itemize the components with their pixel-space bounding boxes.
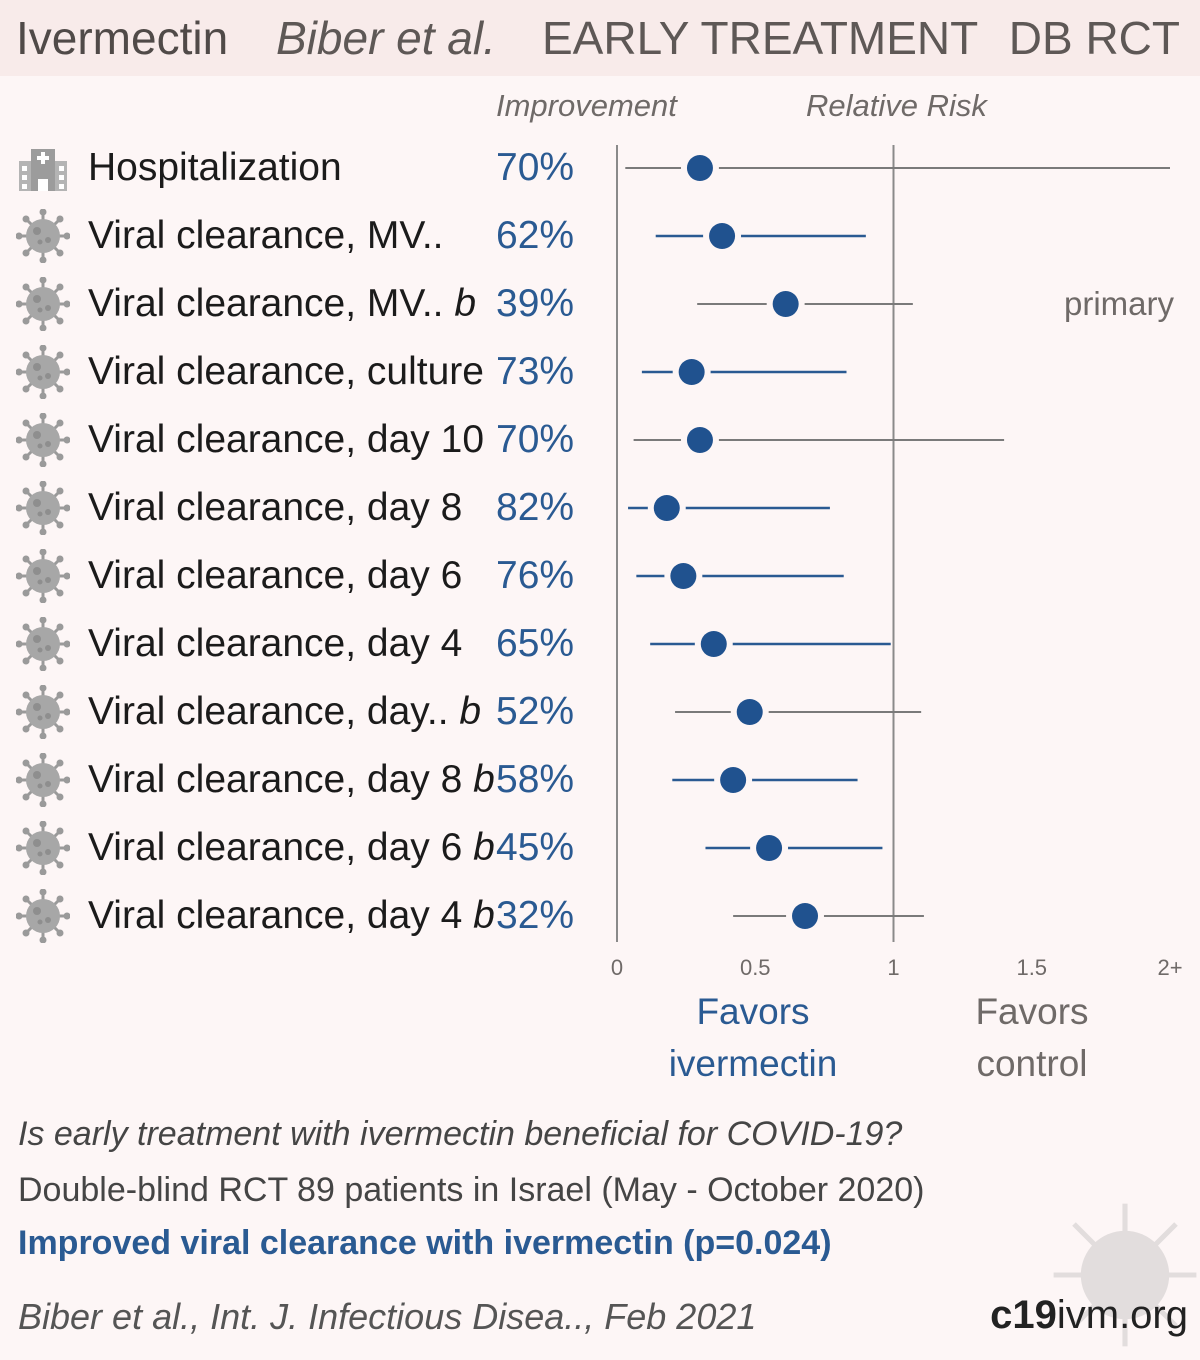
point-estimate [670, 563, 697, 589]
improvement-value: 52% [496, 690, 575, 733]
virus-icon [15, 412, 71, 468]
virus-icon [15, 820, 71, 876]
x-tick-label: 2+ [1157, 955, 1182, 980]
point-estimate [720, 767, 747, 793]
x-tick-label: 1.5 [1016, 955, 1047, 980]
study-reference: Biber et al., Int. J. Infectious Disea..… [18, 1296, 757, 1337]
outcome-label: Viral clearance, day 10 [88, 418, 485, 461]
point-estimate [709, 223, 736, 249]
virus-icon [15, 684, 71, 740]
title-author: Biber et al. [276, 12, 496, 64]
point-estimate [700, 631, 727, 657]
study-question: Is early treatment with ivermectin benef… [18, 1115, 903, 1153]
favors-control-label: Favors control [975, 991, 1089, 1084]
point-estimate [756, 835, 783, 861]
virus-watermark-icon [1053, 1203, 1197, 1347]
outcome-label: Hospitalization [88, 146, 342, 189]
virus-icon [15, 752, 71, 808]
improvement-value: 73% [496, 350, 575, 393]
improvement-value: 70% [496, 146, 575, 189]
outcome-label: Viral clearance, MV.. b [88, 282, 477, 325]
outcome-label: Viral clearance, day 6 b [88, 826, 495, 869]
x-tick-label: 0 [611, 955, 623, 980]
outcome-label: Viral clearance, culture [88, 350, 484, 393]
column-header-relative-risk: Relative Risk [806, 88, 987, 123]
improvement-value: 82% [496, 486, 575, 529]
point-estimate [792, 903, 819, 929]
point-estimate [772, 291, 799, 317]
virus-icon [15, 480, 71, 536]
study-design: Double-blind RCT 89 patients in Israel (… [18, 1171, 925, 1209]
improvement-value: 76% [496, 554, 575, 597]
point-estimate [686, 427, 713, 453]
site-brand[interactable]: c19ivm.org [990, 1293, 1188, 1337]
point-estimate [653, 495, 680, 521]
virus-icon [15, 548, 71, 604]
virus-icon [15, 888, 71, 944]
improvement-value: 65% [496, 622, 575, 665]
outcome-label: Viral clearance, day 6 [88, 554, 463, 597]
title-drug: Ivermectin [16, 12, 229, 64]
point-estimate [678, 359, 705, 385]
virus-icon [15, 208, 71, 264]
forest-plot: 0 0.5 1 1.5 2+ [611, 145, 1183, 980]
favors-ivermectin-label: Favors ivermectin [668, 991, 838, 1084]
outcome-label: Viral clearance, day 4 [88, 622, 463, 665]
x-tick-label: 1 [887, 955, 899, 980]
virus-icon [15, 344, 71, 400]
primary-outcome-note: primary [1064, 285, 1175, 322]
outcome-label: Viral clearance, day 8 b [88, 758, 495, 801]
point-estimate [686, 155, 713, 181]
improvement-value: 45% [496, 826, 575, 869]
virus-icon [15, 616, 71, 672]
outcome-label: Viral clearance, day 8 [88, 486, 463, 529]
virus-icon [15, 276, 71, 332]
improvement-value: 32% [496, 894, 575, 937]
point-estimate [736, 699, 763, 725]
outcome-label: Viral clearance, MV.. [88, 214, 444, 257]
x-tick-label: 0.5 [740, 955, 771, 980]
title-bar: Ivermectin Biber et al. EARLY TREATMENT … [0, 0, 1200, 76]
improvement-value: 70% [496, 418, 575, 461]
title-design: DB RCT [1008, 12, 1180, 64]
outcome-label: Viral clearance, day.. b [88, 690, 482, 733]
improvement-value: 39% [496, 282, 575, 325]
improvement-value: 62% [496, 214, 575, 257]
study-conclusion: Improved viral clearance with ivermectin… [18, 1224, 832, 1262]
improvement-value: 58% [496, 758, 575, 801]
column-header-improvement: Improvement [496, 88, 677, 123]
title-stage: EARLY TREATMENT [542, 12, 979, 64]
outcome-label: Viral clearance, day 4 b [88, 894, 495, 937]
hospital-icon [16, 141, 70, 195]
